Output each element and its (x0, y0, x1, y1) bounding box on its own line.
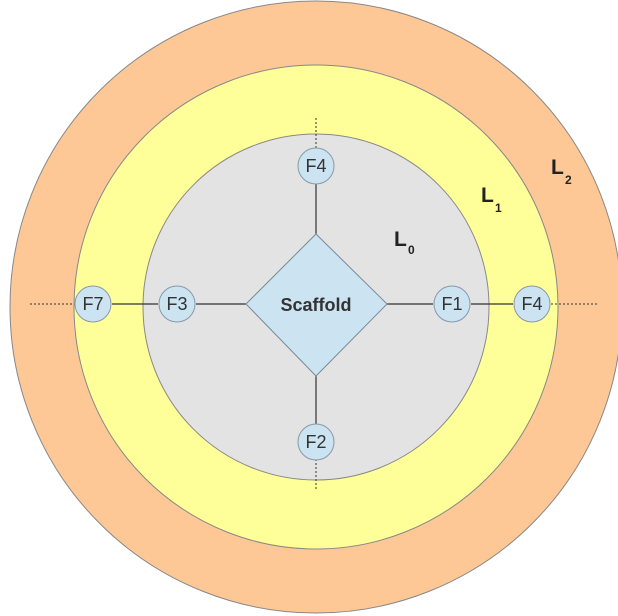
fragment-node-left-inner: F3 (158, 285, 196, 323)
ring-label-l2: L 2 (551, 156, 572, 187)
svg-text:2: 2 (565, 173, 572, 187)
ring-label-l1: L 1 (481, 184, 502, 215)
fragment-node-left-outer: F7 (74, 285, 112, 323)
fragment-label-right-outer: F4 (521, 294, 542, 314)
fragment-label-left-inner: F3 (166, 294, 187, 314)
svg-text:1: 1 (495, 201, 502, 215)
scaffold-label: Scaffold (280, 295, 351, 315)
svg-text:0: 0 (408, 243, 415, 257)
fragment-label-top: F4 (305, 156, 326, 176)
svg-text:L: L (394, 228, 407, 251)
fragment-node-right-inner: F1 (433, 285, 471, 323)
ring-label-l0: L 0 (394, 228, 415, 257)
svg-text:L: L (551, 156, 564, 179)
fragment-label-left-outer: F7 (82, 294, 103, 314)
svg-text:L: L (481, 184, 494, 207)
fragment-node-top: F4 (297, 147, 335, 185)
fragment-label-bottom: F2 (305, 432, 326, 452)
fragment-node-bottom: F2 (297, 423, 335, 461)
scaffold-diamond (245, 233, 388, 377)
fragment-node-right-outer: F4 (513, 285, 551, 323)
fragment-label-right-inner: F1 (441, 294, 462, 314)
